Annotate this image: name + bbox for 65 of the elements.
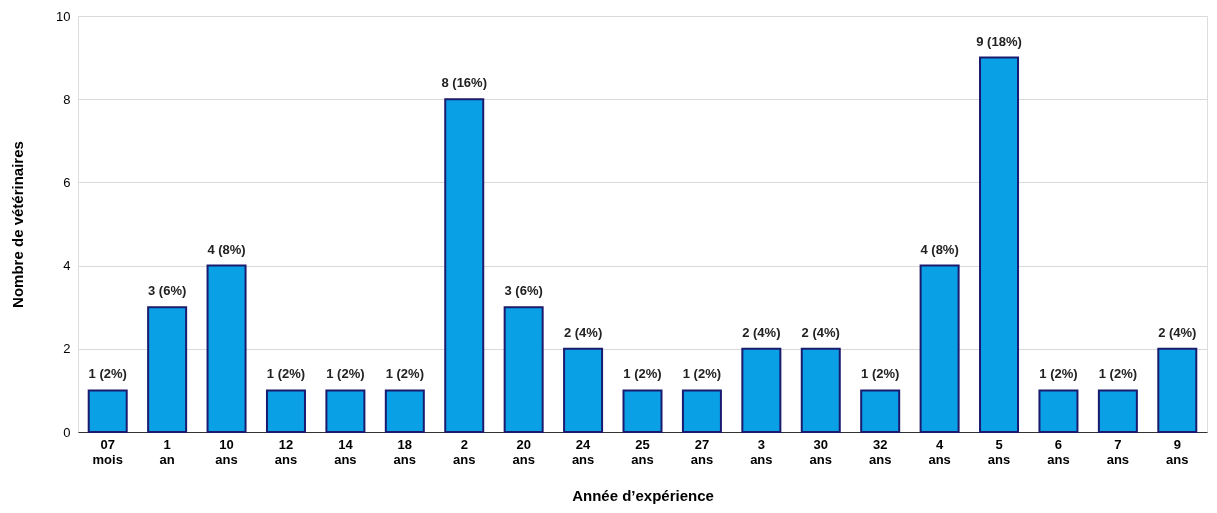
x-tick-label: 4 ans [928,436,951,467]
bar [1097,389,1138,433]
bar [147,306,188,433]
bar [681,389,722,433]
data-label: 3 (6%) [147,283,187,299]
data-label: 1 (2%) [88,366,127,382]
y-axis-title: Nombre de vétérinaires [9,141,27,308]
bar [503,306,544,433]
bar [1038,389,1079,433]
data-label: 1 (2%) [385,366,424,382]
bar [919,264,960,433]
bar [622,389,663,433]
data-label: 2 (4%) [801,324,840,340]
y-tick-label: 4 [63,258,71,274]
data-label: 1 (2%) [1098,366,1138,382]
bar [325,389,366,433]
data-label: 1 (2%) [623,366,662,382]
x-tick-label: 27 ans [690,436,714,467]
y-tick-label: 10 [56,8,71,24]
data-label: 3 (6%) [504,283,543,299]
data-label: 4 (8%) [920,241,959,257]
x-tick-label: 10 ans [215,436,238,467]
x-tick-label: 25 ans [631,436,654,467]
x-tick-label: 5 ans [987,436,1011,467]
y-tick-label: 6 [63,174,71,190]
bar [444,98,485,433]
y-tick-label: 2 [63,341,71,357]
bar [563,347,604,433]
data-label: 2 (4%) [1158,324,1197,340]
bar [800,347,841,433]
data-label: 1 (2%) [1039,366,1078,382]
x-tick-label: 6 ans [1047,436,1070,467]
x-tick-label: 1 an [159,436,175,467]
x-axis-title: Année d’expérience [572,486,714,504]
x-tick-label: 20 ans [512,436,535,467]
data-label: 1 (2%) [682,366,722,382]
bar [741,347,782,433]
bar [860,389,901,433]
data-label: 1 (2%) [861,366,900,382]
x-tick-label: 12 ans [274,436,298,467]
data-label: 4 (8%) [207,241,246,257]
x-tick-label: 30 ans [809,436,832,467]
data-label: 8 (16%) [441,75,487,91]
bar [979,56,1020,433]
y-tick-label: 8 [63,91,71,107]
x-tick-label: 14 ans [334,436,357,467]
y-tick-label: 0 [63,424,71,440]
x-tick-label: 24 ans [571,436,595,467]
x-tick-label: 32 ans [868,436,892,467]
x-tick-label: 18 ans [393,436,417,467]
bar [384,389,425,433]
bar [87,389,128,433]
bar [206,264,247,433]
x-tick-label: 07 mois [92,436,123,467]
bar [1157,347,1198,433]
x-tick-label: 9 ans [1166,436,1189,467]
x-tick-label: 7 ans [1106,436,1130,467]
data-label: 1 (2%) [266,366,306,382]
data-label: 1 (2%) [326,366,365,382]
data-label: 2 (4%) [742,324,781,340]
bar [265,389,306,433]
x-tick-label: 3 ans [750,436,773,467]
x-tick-label: 2 ans [453,436,476,467]
data-label: 2 (4%) [563,324,603,340]
data-label: 9 (18%) [976,33,1022,49]
